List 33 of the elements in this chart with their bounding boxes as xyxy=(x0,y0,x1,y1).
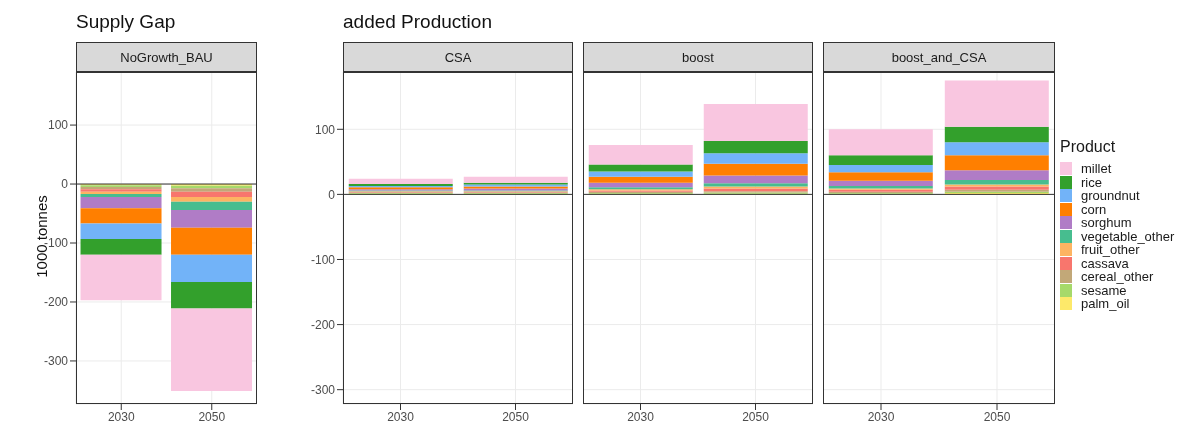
x-tick-label: 2030 xyxy=(107,409,135,424)
y-tick-label: 100 xyxy=(314,122,336,137)
legend-label: sesame xyxy=(1081,282,1127,298)
chart-subtitle: CSA xyxy=(343,42,573,72)
chart-title: added Production xyxy=(343,11,492,33)
chart-subtitle: boost xyxy=(583,42,813,72)
chart-subtitle: NoGrowth_BAU xyxy=(76,42,257,72)
legend-label: millet xyxy=(1081,161,1112,177)
x-tick-label: 2030 xyxy=(387,409,415,424)
y-tick-label: 0 xyxy=(61,177,69,192)
y-tick-label: -300 xyxy=(310,382,336,397)
legend-label: rice xyxy=(1081,174,1102,190)
y-tick-label: -300 xyxy=(43,354,69,369)
y-tick-label: 0 xyxy=(328,187,336,202)
chart-title: Supply Gap xyxy=(76,11,176,33)
x-tick-label: 2050 xyxy=(742,409,770,424)
x-tick-label: 2030 xyxy=(627,409,655,424)
legend-label: palm_oil xyxy=(1081,296,1130,312)
x-tick-label: 2050 xyxy=(983,409,1011,424)
legend-label: groundnut xyxy=(1081,188,1140,204)
y-tick-label: 100 xyxy=(47,118,69,133)
legend-label: cassava xyxy=(1081,255,1129,271)
x-tick-label: 2050 xyxy=(198,409,226,424)
legend-label: fruit_other xyxy=(1081,242,1140,258)
y-tick-label: -100 xyxy=(310,252,336,267)
y-tick-label: -200 xyxy=(310,317,336,332)
x-tick-label: 2030 xyxy=(867,409,895,424)
legend-title: Product xyxy=(1060,138,1117,156)
legend-label: cereal_other xyxy=(1081,269,1154,285)
y-tick-label: -200 xyxy=(43,295,69,310)
x-tick-label: 2050 xyxy=(502,409,530,424)
chart-subtitle: boost_and_CSA xyxy=(823,42,1055,72)
legend-label: sorghum xyxy=(1081,215,1132,231)
